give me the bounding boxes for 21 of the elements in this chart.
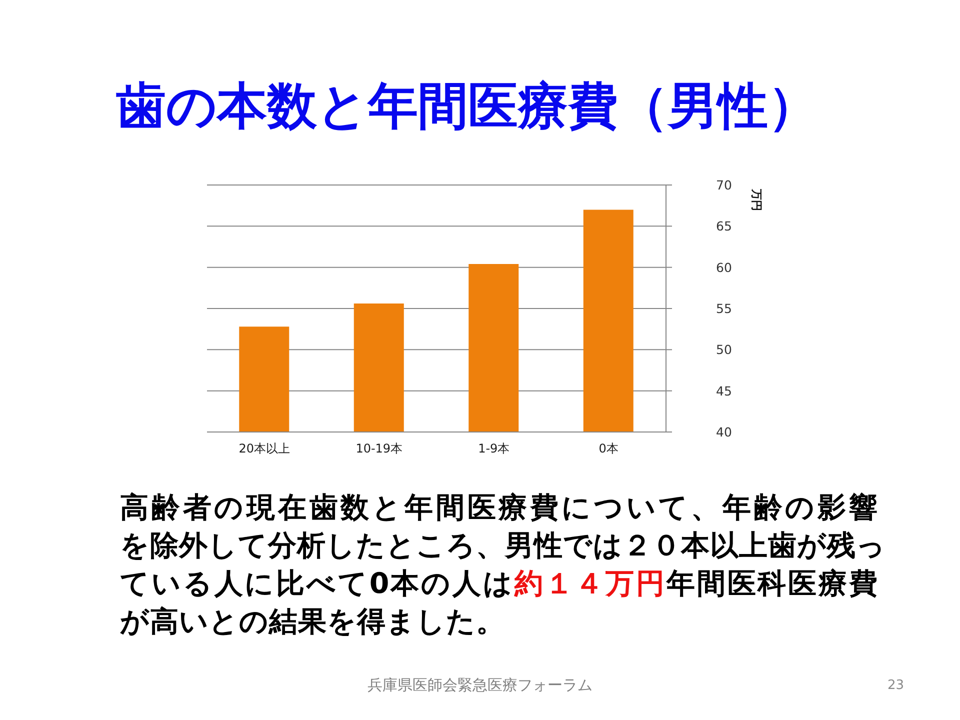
x-tick-label: 10-19本 xyxy=(356,442,403,456)
text: 高齢者の現在歯数と年間医療費について、年齢の影響 xyxy=(120,491,878,524)
y-tick-label: 45 xyxy=(716,383,732,398)
y-tick-label: 60 xyxy=(716,260,732,275)
y-tick-label: 65 xyxy=(716,218,732,234)
text: 約１４万円 xyxy=(514,567,666,600)
x-tick-label: 20本以上 xyxy=(238,442,290,456)
y-tick-label: 50 xyxy=(716,342,732,358)
x-tick-label: 0本 xyxy=(598,442,618,456)
text: を除外して分析したところ、男性では２０本以上歯が残っ xyxy=(120,529,886,562)
y-tick-label: 70 xyxy=(716,177,732,192)
text: 年間医科医療費 xyxy=(666,567,878,600)
text: 23 xyxy=(887,678,904,693)
y-tick-label: 40 xyxy=(716,424,732,440)
y-tick-label: 55 xyxy=(716,300,732,316)
y-axis-title: 万円 xyxy=(750,188,763,211)
text: 兵庫県医師会緊急医療フォーラム xyxy=(368,676,592,694)
x-tick-label: 1-9本 xyxy=(478,442,510,456)
text: が高いとの結果を得ました。 xyxy=(120,605,505,638)
chart-title: 歯の本数と年間医療費（男性） xyxy=(116,77,818,135)
text: ている人に比べて0本の人は xyxy=(120,567,514,600)
